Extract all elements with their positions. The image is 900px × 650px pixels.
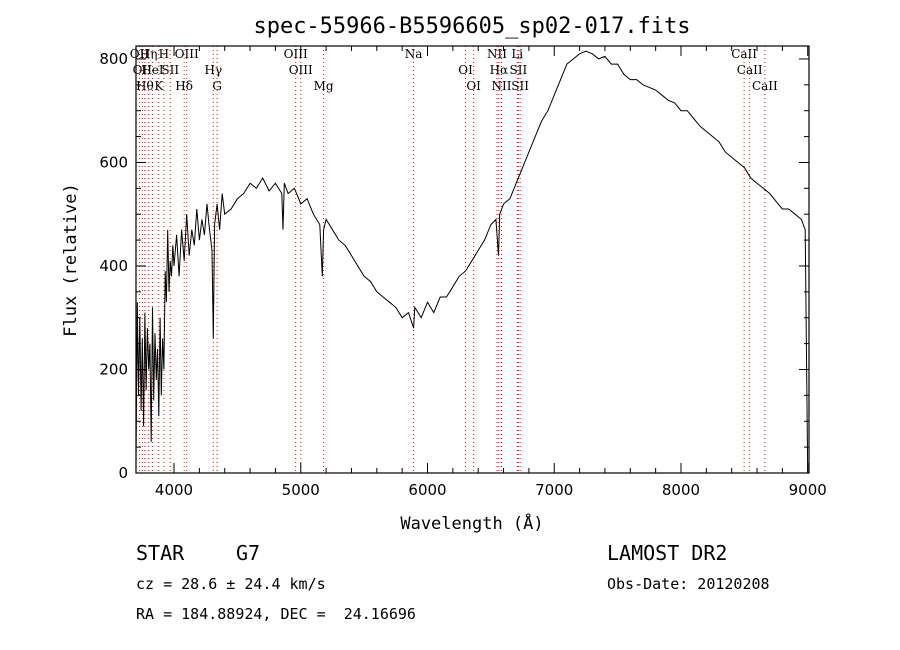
line-marker-label: Hη xyxy=(140,47,158,61)
x-tick-label: 9000 xyxy=(789,481,827,499)
line-marker-label: H xyxy=(159,47,169,61)
observation-date: Obs-Date: 20120208 xyxy=(607,575,770,593)
line-marker-label: CaII xyxy=(731,47,757,61)
x-tick-label: 4000 xyxy=(155,481,193,499)
line-marker-label: OII xyxy=(133,63,153,77)
coordinates: RA = 184.88924, DEC = 24.16696 xyxy=(136,605,416,623)
y-tick-label: 0 xyxy=(118,464,128,482)
x-tick-label: 5000 xyxy=(282,481,320,499)
line-marker-label: OIII xyxy=(175,47,199,61)
line-marker-label: G xyxy=(212,79,222,93)
line-marker-label: NII xyxy=(492,79,512,93)
axis-ticks: 4000 5000 6000 7000 8000 9000 0 200 400 600 800 xyxy=(99,46,827,499)
y-axis-label: Flux (relative) xyxy=(61,183,81,337)
plot-frame xyxy=(135,45,810,474)
y-tick-label: 200 xyxy=(99,360,128,378)
x-tick-label: 7000 xyxy=(535,481,573,499)
line-marker-label: Na xyxy=(405,47,423,61)
line-marker-label: Hθ xyxy=(136,79,154,93)
object-class: STAR xyxy=(136,541,185,565)
line-marker-label: K xyxy=(154,79,164,93)
line-marker-label: OIII xyxy=(284,47,308,61)
redshift-velocity: cz = 28.6 ± 24.4 km/s xyxy=(136,575,326,593)
x-tick-label: 8000 xyxy=(662,481,700,499)
x-tick-label: 6000 xyxy=(408,481,446,499)
line-marker-label: OII xyxy=(130,47,150,61)
line-marker-label: SII xyxy=(161,63,179,77)
line-marker-label: NII xyxy=(487,47,507,61)
x-axis-label: Wavelength (Å) xyxy=(400,512,543,534)
spectrum-line xyxy=(135,50,809,474)
y-tick-label: 400 xyxy=(99,257,128,275)
y-tick-label: 800 xyxy=(99,50,128,68)
line-marker-labels: OIIOIIHθHηHeIKHSIIHδOIIIHγGOIIIOIIIMgNaO… xyxy=(130,47,778,93)
line-marker-label: OI xyxy=(458,63,473,77)
line-marker-label: SII xyxy=(510,63,528,77)
line-markers xyxy=(138,46,766,473)
line-marker-label: Hγ xyxy=(204,63,222,77)
survey-name: LAMOST DR2 xyxy=(607,541,728,565)
line-marker-label: CaII xyxy=(737,63,763,77)
line-marker-label: HeI xyxy=(141,63,164,77)
line-marker-label: Hδ xyxy=(175,79,193,93)
line-marker-label: SII xyxy=(511,79,529,93)
y-tick-label: 600 xyxy=(99,153,128,171)
line-marker-label: Li xyxy=(511,47,523,61)
line-marker-label: OIII xyxy=(289,63,313,77)
line-marker-label: OI xyxy=(466,79,481,93)
object-subclass: G7 xyxy=(236,541,261,565)
line-marker-label: Mg xyxy=(314,79,334,93)
line-marker-label: CaII xyxy=(752,79,778,93)
line-marker-label: Hα xyxy=(490,63,509,77)
chart-title: spec-55966-B5596605_sp02-017.fits xyxy=(253,14,690,39)
